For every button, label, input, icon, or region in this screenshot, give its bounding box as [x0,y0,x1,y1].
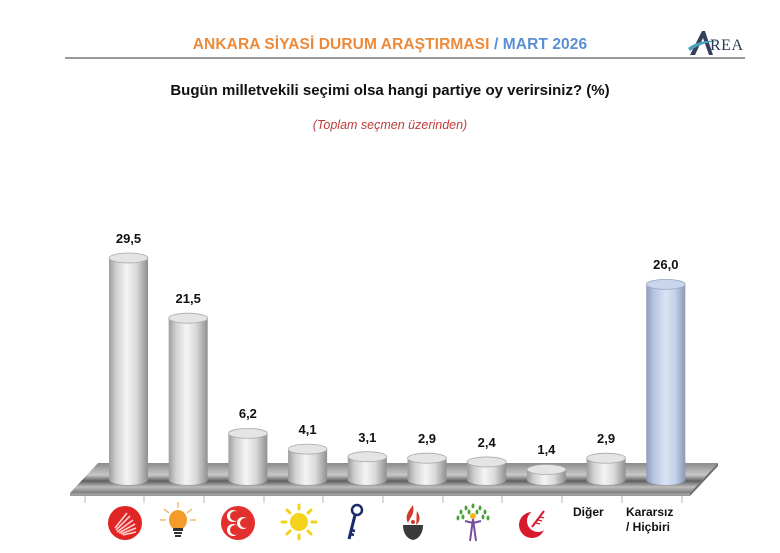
zafer-key-icon [347,503,364,540]
bar-4 [287,443,328,485]
value-label: 3,1 [358,429,377,445]
memleket-flame-icon [403,505,423,540]
bar-7 [466,456,507,485]
value-label: 6,2 [238,406,257,422]
yeniden-refah-crescent-icon [519,510,549,538]
bar-3 [227,427,268,485]
category-ticks [84,496,683,503]
value-label: 26,0 [653,257,679,273]
chp-six-arrows-icon [108,506,142,540]
report-title-separator: / [489,36,503,53]
bar-1 [108,252,149,485]
category-label-kararsiz-text: Kararsız / Hiçbiri [626,505,674,534]
bar-10 [645,278,686,485]
bar-2 [168,312,209,485]
report-title-date: MART 2026 [502,36,588,53]
header-divider [65,57,745,59]
bar-series [108,252,686,485]
chart-subtitle: (Toplam seçmen üzerinden) [312,118,468,132]
report-title: ANKARA SİYASİ DURUM ARAŞTIRMASI / MART 2… [0,36,780,54]
area-logo-text: REA [710,37,744,54]
value-label: 2,9 [417,431,437,447]
category-label-diger: Diğer [573,505,604,519]
bar-8 [526,464,567,485]
value-label: 4,1 [298,422,317,438]
area-logo-a-icon [688,31,718,55]
category-label-kararsiz: Kararsız / Hiçbiri [626,505,696,535]
bar-9 [586,452,626,485]
report-title-main: ANKARA SİYASİ DURUM ARAŞTIRMASI [192,36,490,53]
iyi-sun-icon [280,503,318,541]
chart-question: Bugün milletvekili seçimi olsa hangi par… [170,82,610,99]
dem-tree-icon [456,503,490,542]
area-logo: REA [688,28,758,58]
value-label: 21,5 [175,291,201,307]
bar-6 [407,452,447,485]
value-label: 1,4 [537,442,556,458]
mhp-crescents-icon [221,506,255,540]
akp-lightbulb-icon [160,502,196,537]
value-label: 29,5 [115,231,142,246]
value-label: 2,4 [477,434,496,450]
value-label: 2,9 [597,431,616,447]
bar-5 [347,451,388,485]
